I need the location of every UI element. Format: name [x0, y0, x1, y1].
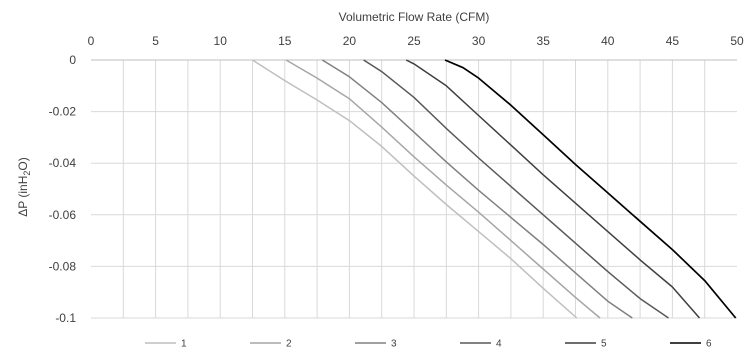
- y-tick-label: -0.1: [55, 311, 76, 325]
- series-line-5: [405, 59, 701, 319]
- y-tick-label: -0.08: [49, 259, 77, 273]
- x-tick-label: 5: [152, 34, 159, 48]
- x-tick-label: 50: [730, 34, 744, 48]
- series-line-4: [363, 59, 669, 319]
- y-axis-title-post: O): [16, 157, 30, 170]
- y-tick-label: -0.04: [49, 156, 77, 170]
- x-tick-label: 45: [666, 34, 680, 48]
- legend-label-2: 2: [286, 339, 292, 350]
- x-tick-label: 25: [407, 34, 421, 48]
- legend-label-6: 6: [706, 339, 712, 350]
- y-tick-labels: 0 -0.02 -0.04 -0.06 -0.08 -0.1: [49, 53, 77, 325]
- series-line-3: [321, 59, 633, 319]
- legend-label-3: 3: [391, 339, 397, 350]
- series-line-1: [252, 59, 578, 319]
- x-tick-label: 15: [278, 34, 292, 48]
- y-axis-title-pre: ΔP (inH: [16, 176, 30, 217]
- y-tick-label: 0: [69, 53, 76, 67]
- x-tick-label: 0: [88, 34, 95, 48]
- chart-grid: [91, 59, 737, 319]
- x-tick-labels: 0 5 10 15 20 25 30 35 40 45 50: [88, 34, 744, 48]
- series-line-2: [285, 59, 601, 319]
- x-tick-label: 10: [214, 34, 228, 48]
- x-tick-label: 40: [601, 34, 615, 48]
- legend: 1 2 3 4 5 6: [145, 339, 712, 350]
- series-lines: [252, 59, 737, 319]
- x-tick-label: 20: [343, 34, 357, 48]
- y-axis-title: ΔP (inH2O): [16, 157, 32, 217]
- y-tick-label: -0.02: [49, 105, 77, 119]
- legend-label-4: 4: [496, 339, 502, 350]
- y-axis-title-sub: 2: [22, 171, 32, 176]
- x-tick-label: 30: [472, 34, 486, 48]
- legend-label-5: 5: [601, 339, 607, 350]
- y-tick-label: -0.06: [49, 208, 77, 222]
- series-line-6: [444, 59, 737, 319]
- x-tick-label: 35: [537, 34, 551, 48]
- legend-label-1: 1: [181, 339, 187, 350]
- x-axis-title: Volumetric Flow Rate (CFM): [339, 10, 490, 24]
